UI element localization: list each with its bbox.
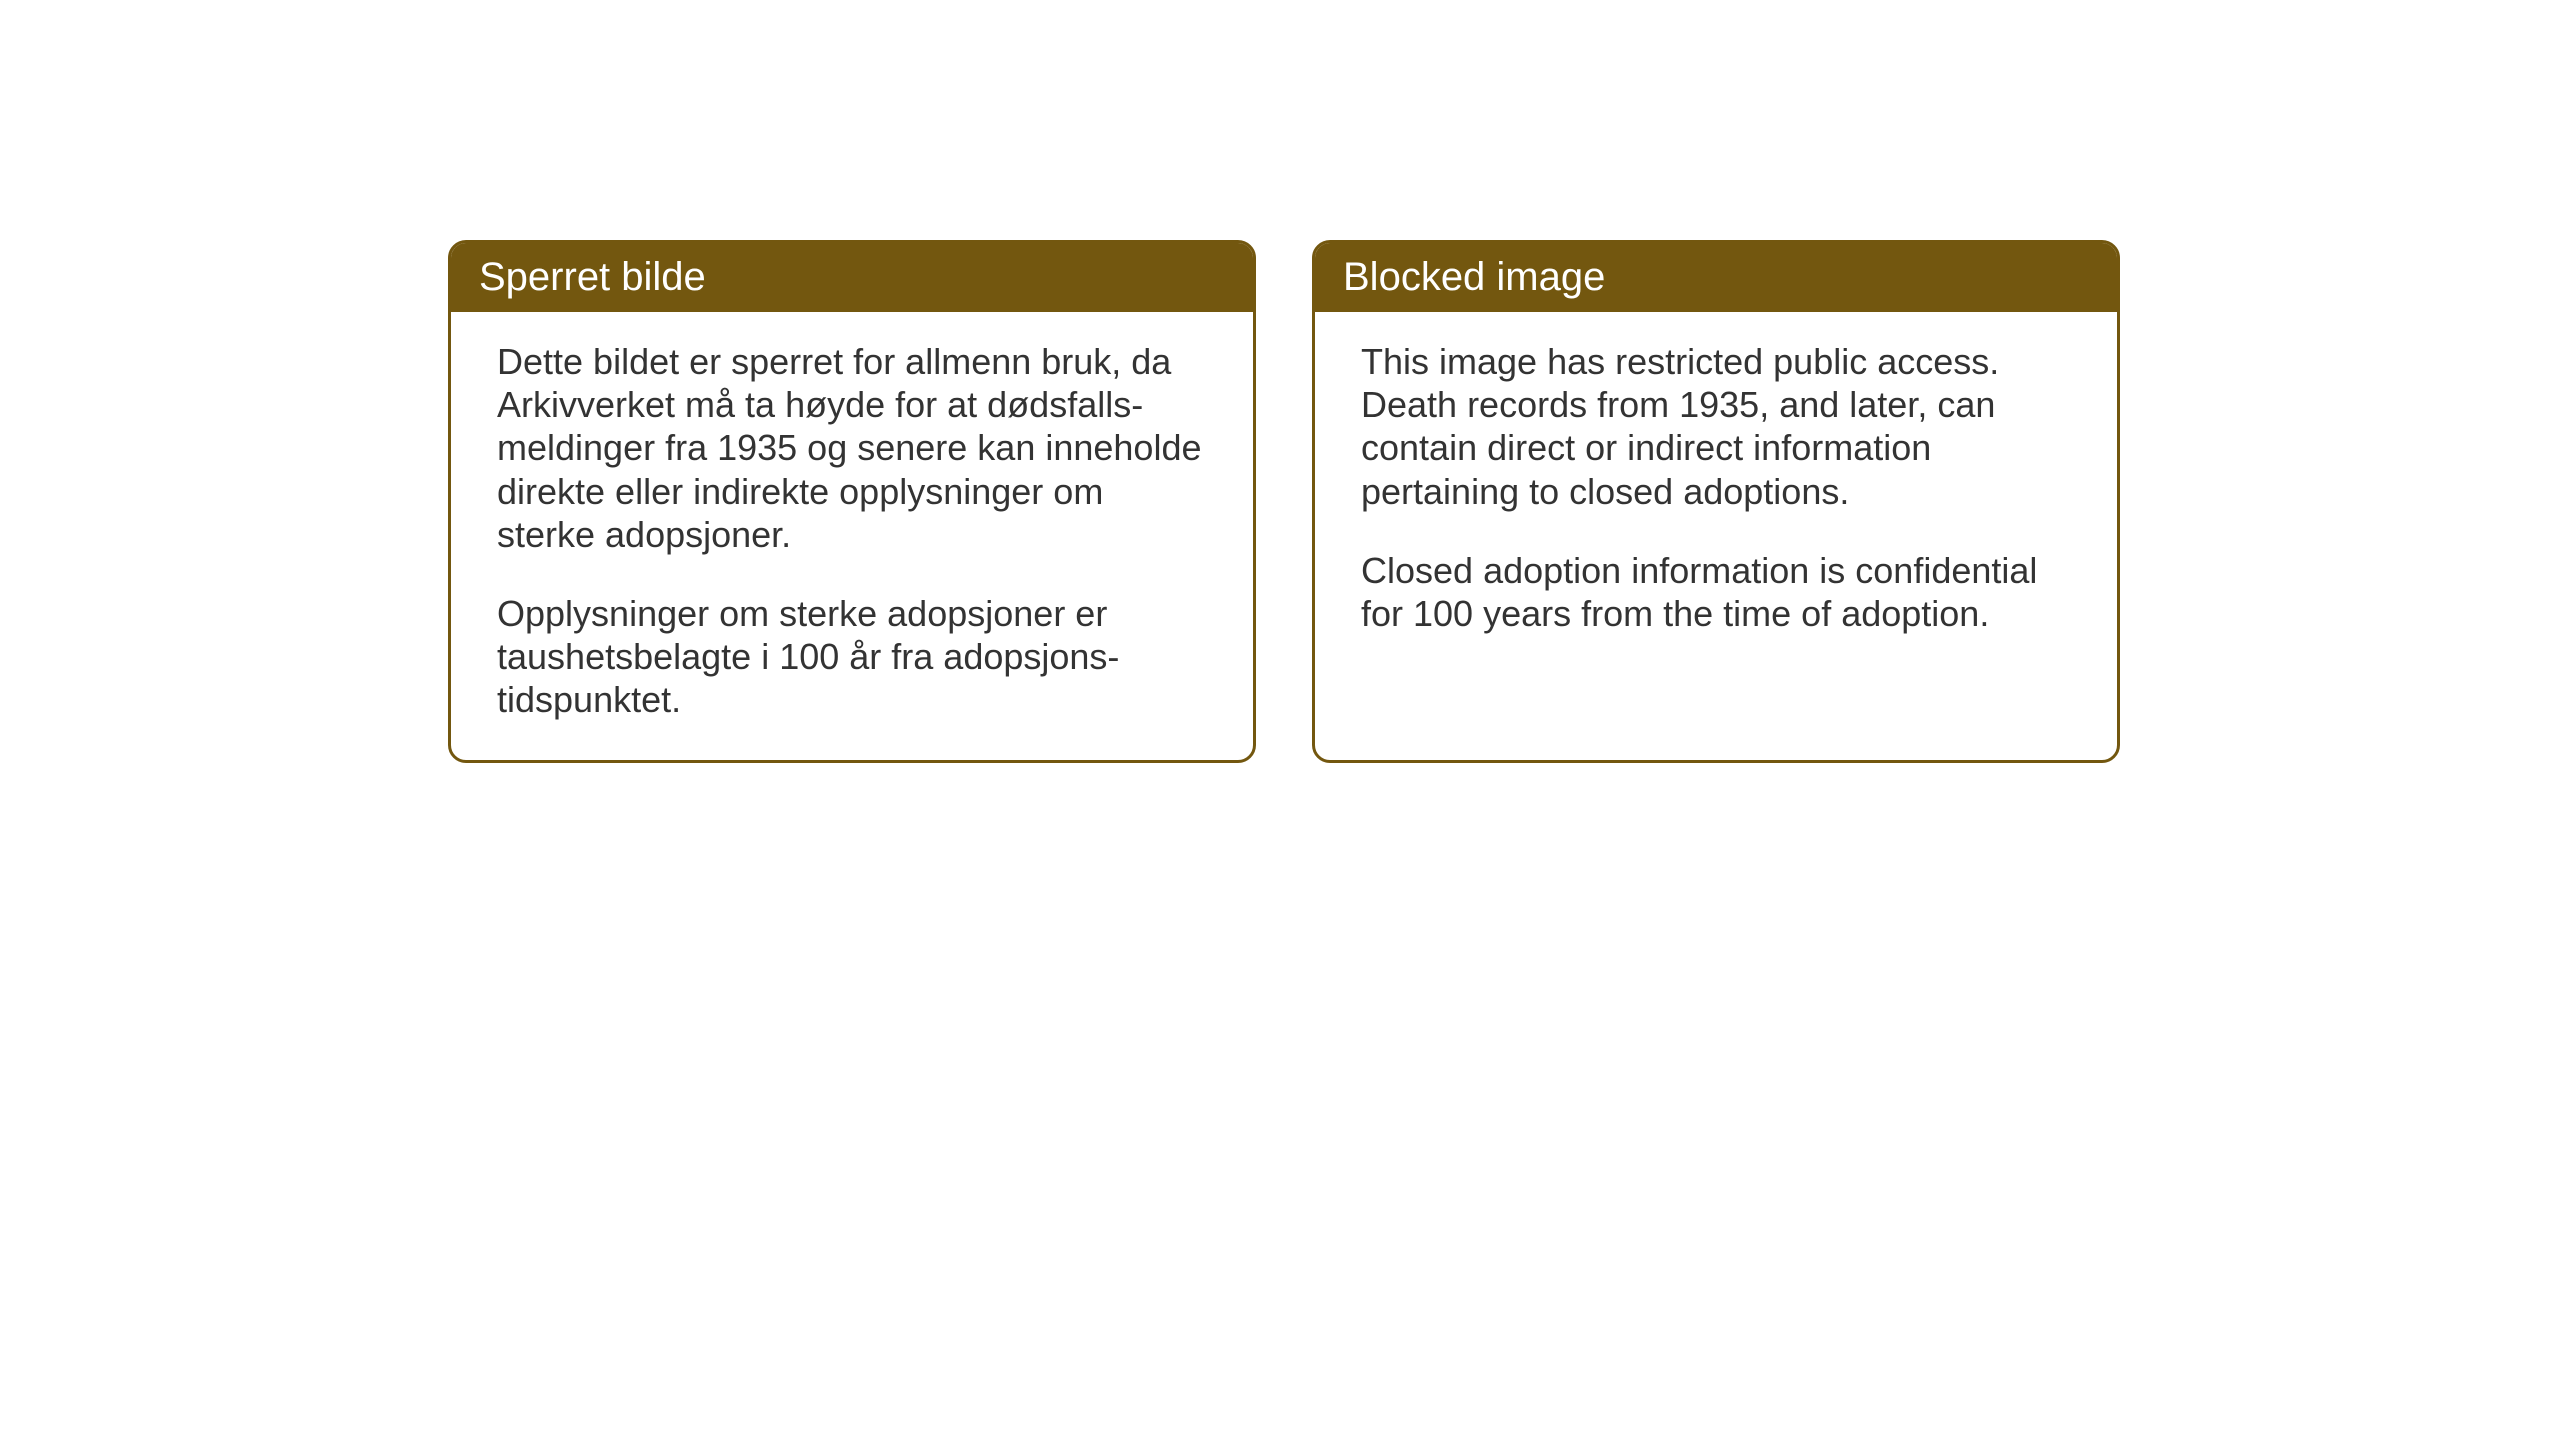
english-card-title: Blocked image	[1343, 255, 1605, 299]
english-card-body: This image has restricted public access.…	[1315, 312, 2117, 673]
norwegian-card: Sperret bilde Dette bildet er sperret fo…	[448, 240, 1256, 763]
norwegian-paragraph-2: Opplysninger om sterke adopsjoner er tau…	[497, 592, 1207, 722]
english-card-header: Blocked image	[1315, 243, 2117, 312]
norwegian-card-header: Sperret bilde	[451, 243, 1253, 312]
norwegian-card-title: Sperret bilde	[479, 255, 706, 299]
cards-container: Sperret bilde Dette bildet er sperret fo…	[448, 240, 2120, 763]
english-card: Blocked image This image has restricted …	[1312, 240, 2120, 763]
english-paragraph-1: This image has restricted public access.…	[1361, 340, 2071, 513]
norwegian-card-body: Dette bildet er sperret for allmenn bruk…	[451, 312, 1253, 760]
english-paragraph-2: Closed adoption information is confident…	[1361, 549, 2071, 635]
norwegian-paragraph-1: Dette bildet er sperret for allmenn bruk…	[497, 340, 1207, 556]
